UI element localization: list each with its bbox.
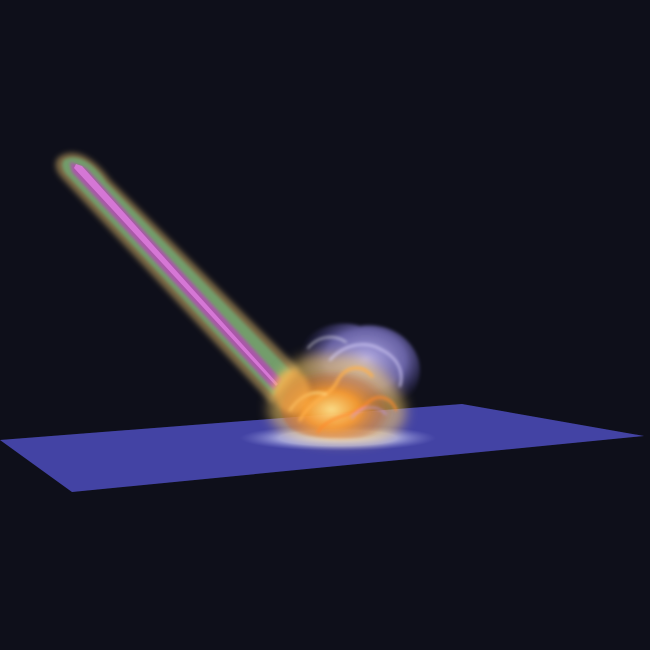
- burst-core: [281, 365, 393, 439]
- junction-glow: [274, 370, 310, 414]
- turbulence-filaments: [289, 336, 403, 434]
- jet-core-highlight: [74, 164, 278, 386]
